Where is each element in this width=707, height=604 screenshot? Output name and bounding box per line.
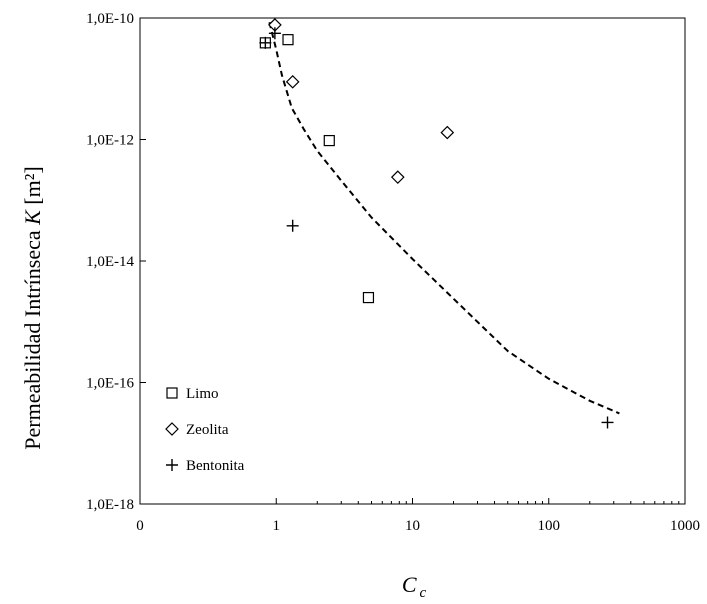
x-tick-label: 1 bbox=[273, 518, 281, 534]
legend-marker-limo bbox=[166, 387, 178, 399]
x-tick-label: 1000 bbox=[670, 518, 700, 534]
legend-label-zeolita: Zeolita bbox=[186, 422, 229, 438]
y-tick-label: 1,0E-16 bbox=[86, 376, 134, 392]
point-zeolita bbox=[440, 125, 455, 140]
point-bentonita bbox=[286, 219, 299, 232]
x-tick-label: 10 bbox=[405, 518, 420, 534]
legend-marker-bentonita bbox=[166, 459, 178, 471]
legend-label-bentonita: Bentonita bbox=[186, 458, 245, 474]
trend-line-group bbox=[268, 22, 620, 415]
y-tick-label: 1,0E-18 bbox=[86, 497, 134, 513]
point-limo bbox=[362, 291, 375, 304]
legend-marker-zeolita bbox=[165, 422, 179, 436]
legend: Limo Zeolita Bentonita bbox=[165, 386, 245, 474]
point-bentonita bbox=[601, 416, 614, 429]
point-limo bbox=[323, 134, 335, 147]
point-bentonita bbox=[259, 36, 272, 49]
x-tick-label: 100 bbox=[538, 518, 561, 534]
y-tick-label: 1,0E-14 bbox=[86, 254, 134, 270]
y-axis-title: Permeabilidad Intrínseca K [m²] bbox=[20, 166, 45, 449]
y-tick-label: 1,0E-10 bbox=[86, 11, 134, 27]
data-points bbox=[259, 18, 614, 429]
x-axis-ticks: 0 1 10 100 1000 bbox=[136, 498, 700, 534]
point-zeolita bbox=[285, 74, 300, 89]
trend-line bbox=[268, 22, 620, 415]
legend-label-limo: Limo bbox=[186, 386, 219, 402]
x-tick-label: 0 bbox=[136, 518, 144, 534]
y-tick-label: 1,0E-12 bbox=[86, 133, 134, 149]
point-bentonita bbox=[268, 27, 281, 40]
y-axis-ticks: 1,0E-18 1,0E-16 1,0E-14 1,0E-12 1,0E-10 bbox=[86, 11, 146, 513]
point-zeolita bbox=[390, 170, 405, 185]
point-limo bbox=[282, 34, 294, 46]
